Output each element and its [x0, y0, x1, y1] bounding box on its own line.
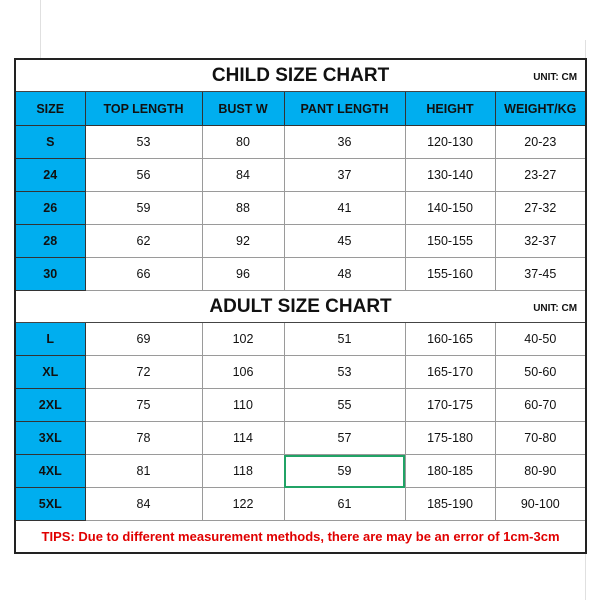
data-cell[interactable]: 53 [84, 125, 203, 159]
size-chart-table: CHILD SIZE CHART UNIT: CM SIZE TOP LENGTH BU… [14, 58, 588, 554]
size-cell[interactable]: S [14, 125, 86, 159]
data-cell[interactable]: 122 [201, 487, 285, 521]
table-row: 4XL 81 118 59 180-185 80-90 [14, 454, 587, 488]
data-cell[interactable]: 27-32 [494, 191, 587, 225]
child-unit-label: UNIT: CM [533, 72, 578, 83]
data-cell[interactable]: 120-130 [404, 125, 496, 159]
data-cell[interactable]: 55 [283, 388, 406, 422]
data-cell[interactable]: 75 [84, 388, 203, 422]
column-header[interactable]: PANT LENGTH [283, 91, 406, 126]
adult-unit-label: UNIT: CM [533, 303, 578, 314]
tips-row: TIPS: Due to different measurement metho… [14, 520, 587, 554]
data-cell[interactable]: 118 [201, 454, 285, 488]
data-cell[interactable]: 48 [283, 257, 406, 291]
data-cell[interactable]: 45 [283, 224, 406, 258]
table-row: S 53 80 36 120-130 20-23 [14, 125, 587, 159]
data-cell[interactable]: 53 [283, 355, 406, 389]
size-cell[interactable]: 3XL [14, 421, 86, 455]
data-cell[interactable]: 50-60 [494, 355, 587, 389]
data-cell[interactable]: 170-175 [404, 388, 496, 422]
data-cell[interactable]: 80 [201, 125, 285, 159]
data-cell[interactable]: 51 [283, 322, 406, 356]
header-row: SIZE TOP LENGTH BUST W PANT LENGTH HEIGHT WEI… [14, 91, 587, 126]
size-cell[interactable]: 2XL [14, 388, 86, 422]
data-cell[interactable]: 37 [283, 158, 406, 192]
data-cell[interactable]: 130-140 [404, 158, 496, 192]
table-row: 24 56 84 37 130-140 23-27 [14, 158, 587, 192]
size-cell[interactable]: 5XL [14, 487, 86, 521]
table-row: 5XL 84 122 61 185-190 90-100 [14, 487, 587, 521]
data-cell[interactable]: 84 [201, 158, 285, 192]
data-cell[interactable]: 40-50 [494, 322, 587, 356]
column-header[interactable]: HEIGHT [404, 91, 496, 126]
data-cell[interactable]: 70-80 [494, 421, 587, 455]
data-cell[interactable]: 90-100 [494, 487, 587, 521]
data-cell[interactable]: 96 [201, 257, 285, 291]
data-cell[interactable]: 180-185 [404, 454, 496, 488]
data-cell[interactable]: 140-150 [404, 191, 496, 225]
data-cell[interactable]: 72 [84, 355, 203, 389]
data-cell[interactable]: 41 [283, 191, 406, 225]
size-cell[interactable]: 28 [14, 224, 86, 258]
data-cell[interactable]: 23-27 [494, 158, 587, 192]
child-title-row: CHILD SIZE CHART UNIT: CM [14, 58, 587, 92]
size-cell[interactable]: XL [14, 355, 86, 389]
size-cell[interactable]: 26 [14, 191, 86, 225]
column-header[interactable]: BUST W [201, 91, 285, 126]
data-cell[interactable]: 62 [84, 224, 203, 258]
data-cell[interactable]: 61 [283, 487, 406, 521]
tips-text[interactable]: TIPS: Due to different measurement metho… [14, 520, 587, 554]
child-title-cell[interactable]: CHILD SIZE CHART UNIT: CM [14, 58, 587, 92]
size-cell[interactable]: L [14, 322, 86, 356]
size-cell[interactable]: 24 [14, 158, 86, 192]
column-header[interactable]: WEIGHT/KG [494, 91, 587, 126]
data-cell[interactable]: 185-190 [404, 487, 496, 521]
table-row: L 69 102 51 160-165 40-50 [14, 322, 587, 356]
data-cell[interactable]: 66 [84, 257, 203, 291]
data-cell[interactable]: 78 [84, 421, 203, 455]
size-cell[interactable]: 4XL [14, 454, 86, 488]
data-cell[interactable]: 84 [84, 487, 203, 521]
adult-title-cell[interactable]: ADULT SIZE CHART UNIT: CM [14, 290, 587, 323]
data-cell[interactable]: 60-70 [494, 388, 587, 422]
column-header[interactable]: TOP LENGTH [84, 91, 203, 126]
data-cell[interactable]: 160-165 [404, 322, 496, 356]
data-cell[interactable]: 106 [201, 355, 285, 389]
data-cell[interactable]: 110 [201, 388, 285, 422]
table-row: 3XL 78 114 57 175-180 70-80 [14, 421, 587, 455]
data-cell[interactable]: 80-90 [494, 454, 587, 488]
data-cell[interactable]: 32-37 [494, 224, 587, 258]
data-cell[interactable]: 59 [84, 191, 203, 225]
adult-chart-title: ADULT SIZE CHART [209, 295, 392, 317]
data-cell[interactable]: 37-45 [494, 257, 587, 291]
child-chart-title: CHILD SIZE CHART [211, 64, 390, 86]
data-cell[interactable]: 114 [201, 421, 285, 455]
data-cell[interactable]: 175-180 [404, 421, 496, 455]
data-cell[interactable]: 56 [84, 158, 203, 192]
column-header[interactable]: SIZE [14, 91, 86, 126]
table-row: 2XL 75 110 55 170-175 60-70 [14, 388, 587, 422]
data-cell[interactable]: 165-170 [404, 355, 496, 389]
data-cell[interactable]: 57 [283, 421, 406, 455]
data-cell[interactable]: 102 [201, 322, 285, 356]
adult-title-row: ADULT SIZE CHART UNIT: CM [14, 290, 587, 323]
table-row: 28 62 92 45 150-155 32-37 [14, 224, 587, 258]
data-cell[interactable]: 88 [201, 191, 285, 225]
sheet-gridline [40, 0, 41, 58]
table-row: 26 59 88 41 140-150 27-32 [14, 191, 587, 225]
data-cell[interactable]: 69 [84, 322, 203, 356]
table-row: XL 72 106 53 165-170 50-60 [14, 355, 587, 389]
data-cell[interactable]: 81 [84, 454, 203, 488]
data-cell[interactable]: 59 [283, 454, 406, 488]
data-cell[interactable]: 150-155 [404, 224, 496, 258]
data-cell[interactable]: 36 [283, 125, 406, 159]
data-cell[interactable]: 155-160 [404, 257, 496, 291]
size-cell[interactable]: 30 [14, 257, 86, 291]
data-cell[interactable]: 92 [201, 224, 285, 258]
data-cell[interactable]: 20-23 [494, 125, 587, 159]
table-row: 30 66 96 48 155-160 37-45 [14, 257, 587, 291]
